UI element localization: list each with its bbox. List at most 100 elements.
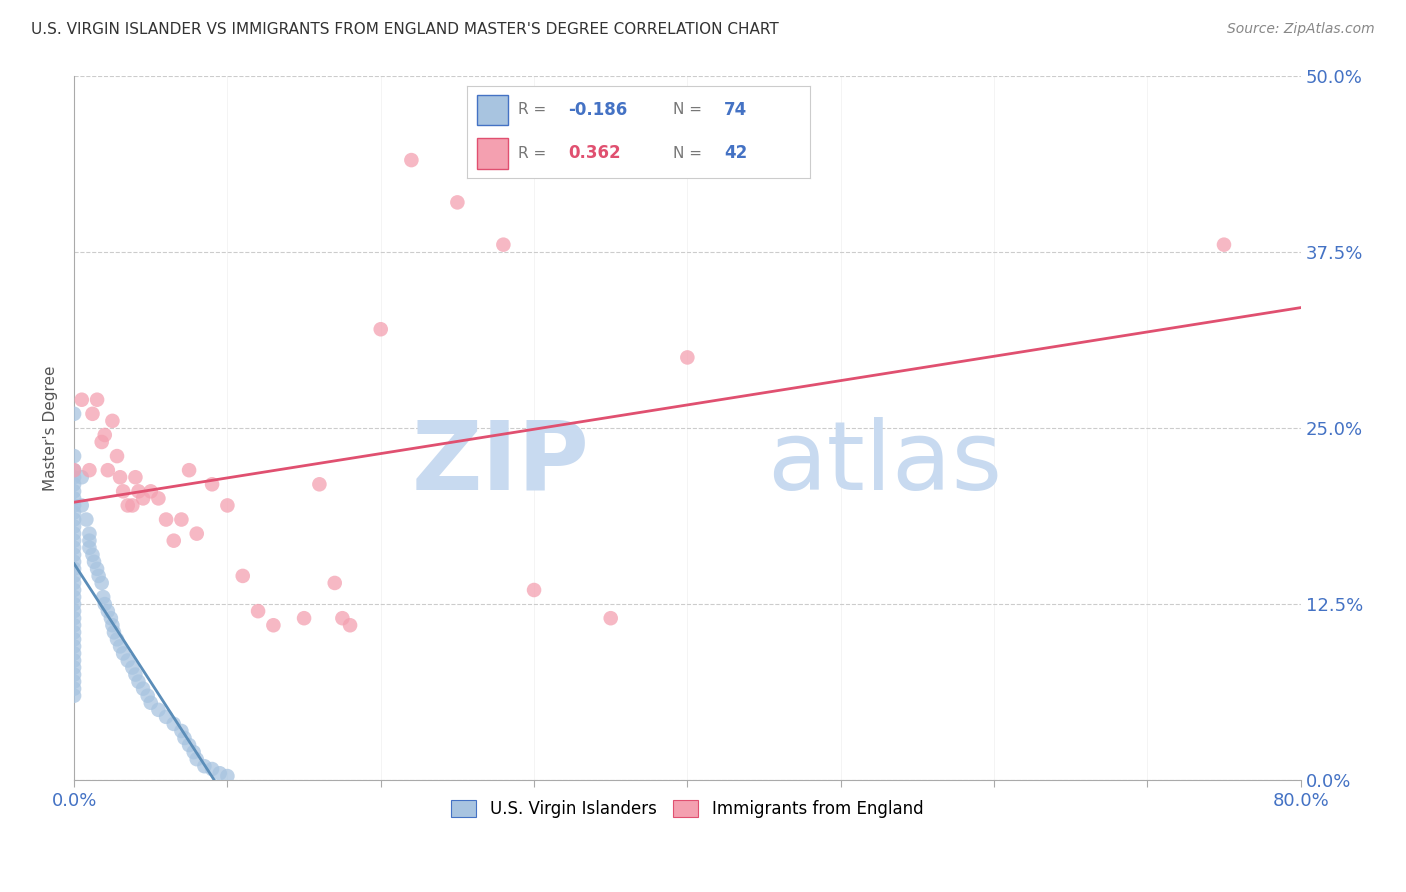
Point — [139, 484, 162, 499]
Point — [183, 745, 205, 759]
Point — [63, 499, 86, 513]
Point — [121, 660, 143, 674]
Point — [177, 738, 200, 752]
Point — [332, 611, 354, 625]
Point — [63, 590, 86, 604]
Point — [139, 696, 162, 710]
Legend: U.S. Virgin Islanders, Immigrants from England: U.S. Virgin Islanders, Immigrants from E… — [444, 793, 929, 825]
Point — [86, 392, 108, 407]
Point — [124, 667, 146, 681]
Text: atlas: atlas — [768, 417, 1002, 509]
Point — [208, 766, 231, 780]
Point — [63, 674, 86, 689]
Point — [63, 667, 86, 681]
Point — [193, 759, 215, 773]
Point — [63, 541, 86, 555]
Point — [201, 477, 224, 491]
Point — [70, 470, 93, 484]
Point — [79, 541, 101, 555]
Point — [83, 555, 105, 569]
Point — [108, 640, 131, 654]
Point — [63, 526, 86, 541]
Point — [63, 548, 86, 562]
Point — [217, 769, 239, 783]
Point — [63, 653, 86, 667]
Text: U.S. VIRGIN ISLANDER VS IMMIGRANTS FROM ENGLAND MASTER'S DEGREE CORRELATION CHAR: U.S. VIRGIN ISLANDER VS IMMIGRANTS FROM … — [31, 22, 779, 37]
Point — [63, 582, 86, 597]
Point — [292, 611, 315, 625]
Point — [63, 640, 86, 654]
Point — [117, 499, 139, 513]
Point — [63, 681, 86, 696]
Point — [155, 710, 177, 724]
Point — [86, 562, 108, 576]
Point — [100, 611, 122, 625]
Point — [63, 597, 86, 611]
Y-axis label: Master's Degree: Master's Degree — [44, 365, 58, 491]
Point — [170, 512, 193, 526]
Point — [63, 407, 86, 421]
Point — [132, 491, 155, 506]
Point — [177, 463, 200, 477]
Point — [94, 597, 117, 611]
Point — [201, 762, 224, 776]
Point — [91, 590, 114, 604]
Point — [63, 618, 86, 632]
Point — [173, 731, 195, 745]
Point — [127, 484, 149, 499]
Point — [70, 499, 93, 513]
Point — [63, 576, 86, 591]
Point — [339, 618, 361, 632]
Point — [63, 569, 86, 583]
Point — [75, 512, 97, 526]
Point — [103, 625, 125, 640]
Point — [132, 681, 155, 696]
Point — [112, 647, 135, 661]
Point — [63, 625, 86, 640]
Point — [308, 477, 330, 491]
Point — [63, 647, 86, 661]
Point — [163, 717, 186, 731]
Point — [523, 582, 546, 597]
Point — [124, 470, 146, 484]
Point — [79, 526, 101, 541]
Point — [446, 195, 468, 210]
Point — [79, 533, 101, 548]
Text: Source: ZipAtlas.com: Source: ZipAtlas.com — [1227, 22, 1375, 37]
Point — [370, 322, 392, 336]
Point — [105, 449, 128, 463]
Point — [90, 435, 112, 450]
Point — [232, 569, 254, 583]
Point — [90, 576, 112, 591]
Point — [63, 632, 86, 647]
Point — [87, 569, 110, 583]
Point — [217, 499, 239, 513]
Point — [170, 723, 193, 738]
Point — [323, 576, 346, 591]
Point — [63, 477, 86, 491]
Point — [63, 562, 86, 576]
Point — [186, 526, 208, 541]
Point — [97, 463, 120, 477]
Point — [247, 604, 270, 618]
Point — [163, 533, 186, 548]
Point — [63, 519, 86, 533]
Point — [63, 470, 86, 484]
Point — [127, 674, 149, 689]
Point — [155, 512, 177, 526]
Point — [136, 689, 159, 703]
Point — [112, 484, 135, 499]
Point — [117, 653, 139, 667]
Point — [262, 618, 284, 632]
Point — [101, 414, 124, 428]
Point — [97, 604, 120, 618]
Point — [101, 618, 124, 632]
Point — [186, 752, 208, 766]
Point — [63, 660, 86, 674]
Point — [63, 512, 86, 526]
Point — [63, 611, 86, 625]
Point — [63, 555, 86, 569]
Point — [63, 449, 86, 463]
Point — [148, 491, 170, 506]
Point — [676, 351, 699, 365]
